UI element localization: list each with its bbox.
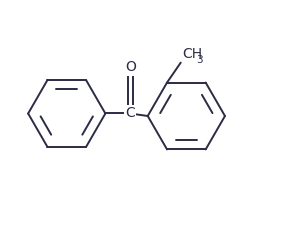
Text: 3: 3 — [196, 55, 203, 65]
Text: O: O — [125, 60, 136, 74]
Text: CH: CH — [182, 47, 202, 61]
Text: C: C — [125, 106, 135, 121]
